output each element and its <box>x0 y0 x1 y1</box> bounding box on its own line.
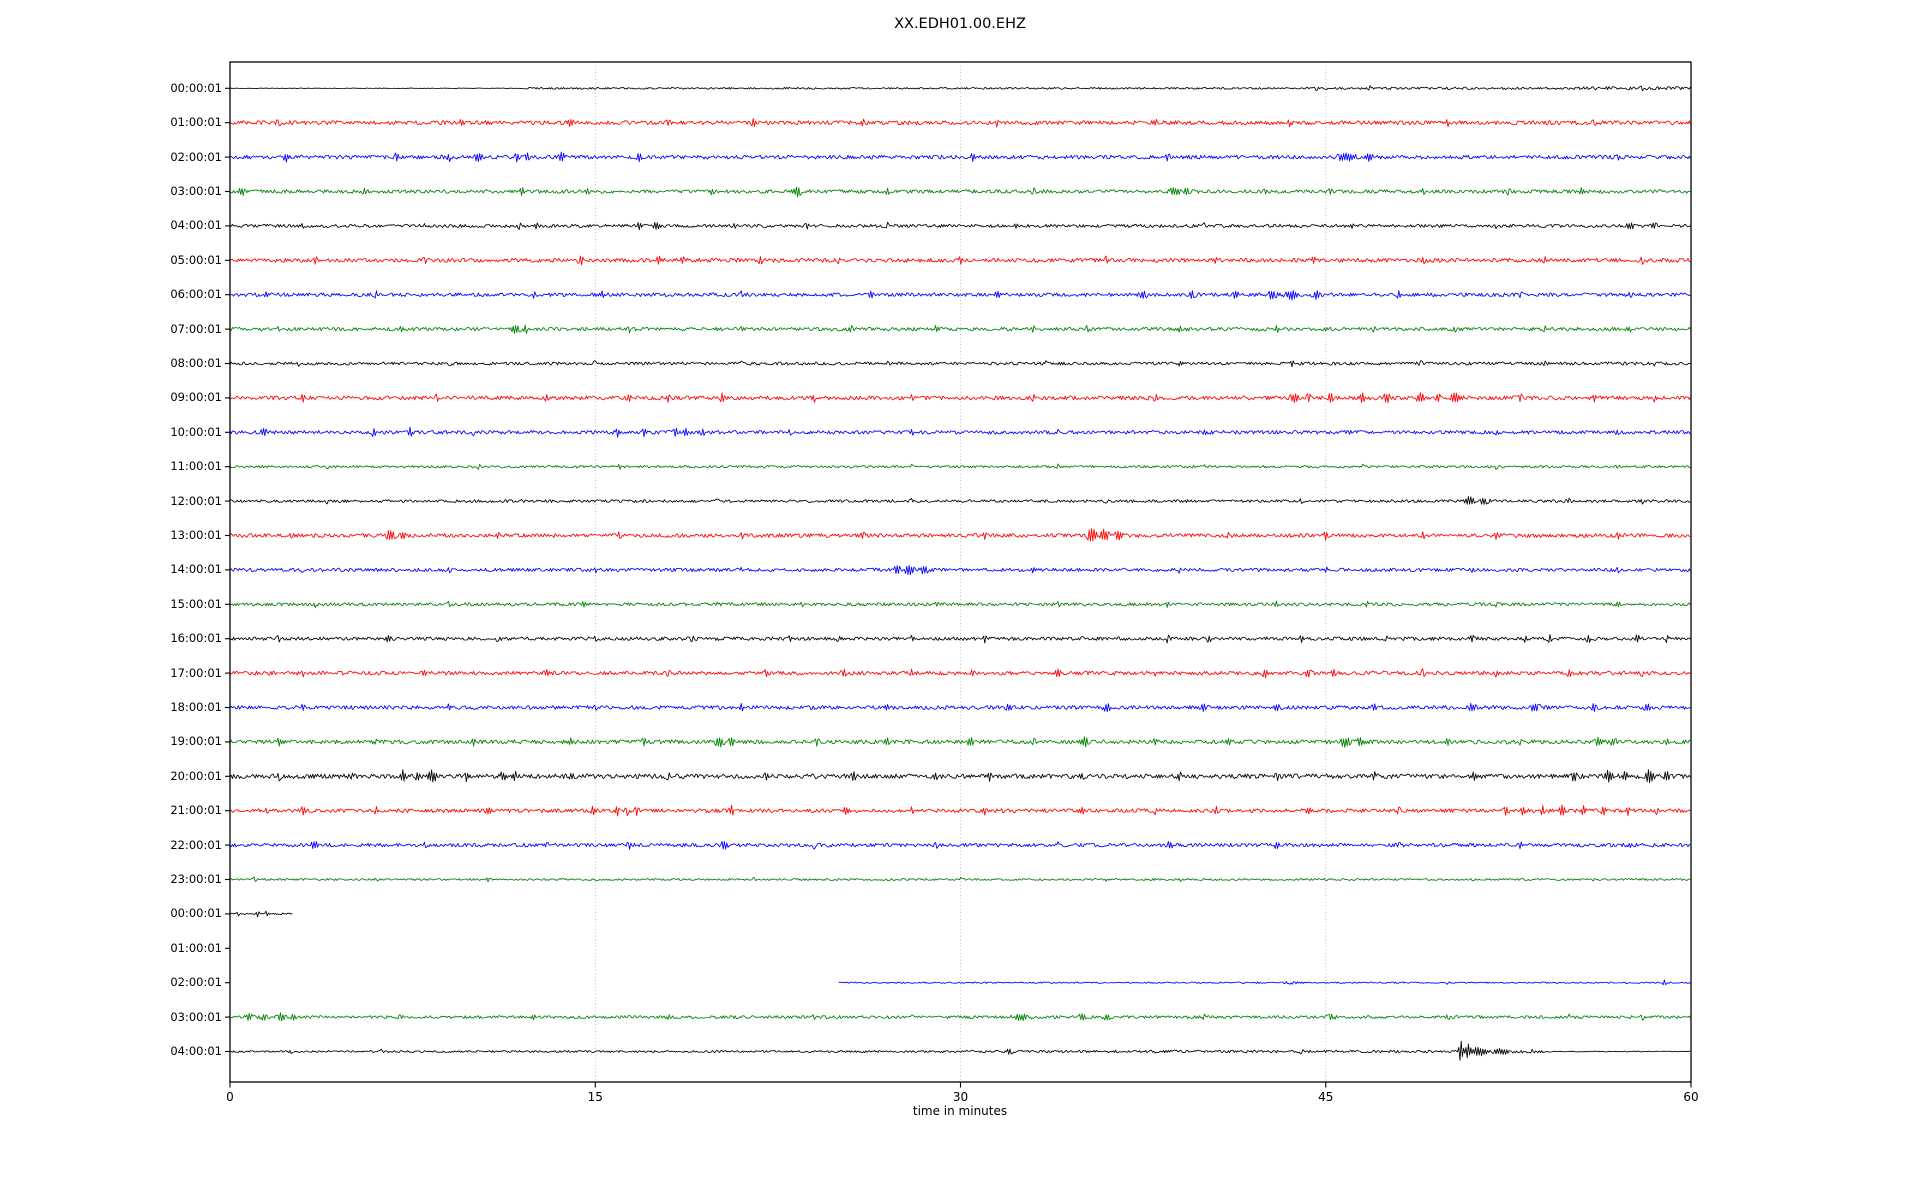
y-tick-label: 18:00:01 <box>170 700 222 714</box>
trace-row-16:00:01 <box>229 634 1691 644</box>
y-tick-label: 12:00:01 <box>170 493 222 508</box>
y-tick-label: 04:00:01 <box>170 218 222 233</box>
x-tick-label: 45 <box>1318 1090 1334 1104</box>
trace-row-17:00:01 <box>229 668 1691 679</box>
y-tick-label: 00:00:01 <box>170 80 222 95</box>
trace-row-04:00:01 <box>229 221 1691 231</box>
trace-row-19:00:01 <box>229 736 1691 748</box>
trace-row-08:00:01 <box>229 360 1691 368</box>
trace-row-04:00:01 <box>229 1040 1691 1061</box>
x-tick-label: 15 <box>587 1090 603 1104</box>
y-tick-label: 02:00:01 <box>170 975 222 990</box>
x-tick-label: 60 <box>1683 1090 1699 1104</box>
y-tick-label: 20:00:01 <box>170 768 222 783</box>
trace-row-01:00:01 <box>229 118 1691 128</box>
trace-row-11:00:01 <box>229 463 1691 470</box>
y-tick-label: 00:00:01 <box>170 906 222 921</box>
trace-row-06:00:01 <box>229 289 1691 301</box>
y-tick-label: 15:00:01 <box>170 596 222 611</box>
trace-row-05:00:01 <box>229 255 1691 266</box>
trace-row-21:00:01 <box>229 804 1691 817</box>
plot-title: XX.EDH01.00.EHZ <box>894 16 1026 32</box>
trace-row-10:00:01 <box>229 426 1691 438</box>
trace-row-14:00:01 <box>229 565 1691 576</box>
trace-row-18:00:01 <box>229 702 1691 713</box>
y-tick-label: 21:00:01 <box>170 803 222 818</box>
trace-row-00:00:01 <box>229 910 293 918</box>
y-tick-label: 14:00:01 <box>170 562 222 577</box>
trace-row-22:00:01 <box>229 840 1691 850</box>
trace-row-20:00:01 <box>229 769 1691 784</box>
y-tick-label: 07:00:01 <box>170 321 222 336</box>
trace-row-02:00:01 <box>838 979 1691 986</box>
y-tick-label: 23:00:01 <box>170 872 222 886</box>
trace-row-09:00:01 <box>229 392 1691 404</box>
x-axis-title: time in minutes <box>912 1104 1008 1118</box>
x-tick-label: 0 <box>226 1090 234 1104</box>
trace-row-12:00:01 <box>229 496 1691 505</box>
y-tick-label: 16:00:01 <box>170 631 222 646</box>
trace-row-00:00:01 <box>229 85 1691 92</box>
y-tick-label: 04:00:01 <box>170 1044 222 1058</box>
y-tick-label: 01:00:01 <box>170 115 222 130</box>
y-tick-label: 06:00:01 <box>170 287 222 302</box>
trace-row-02:00:01 <box>229 151 1691 163</box>
y-tick-label: 09:00:01 <box>170 390 222 405</box>
trace-row-13:00:01 <box>229 528 1691 542</box>
trace-row-15:00:01 <box>229 600 1691 609</box>
trace-row-03:00:01 <box>229 186 1691 198</box>
x-tick-label: 30 <box>952 1090 969 1104</box>
y-tick-label: 03:00:01 <box>170 1009 222 1024</box>
y-tick-label: 10:00:01 <box>170 424 222 439</box>
y-tick-label: 05:00:01 <box>170 252 222 267</box>
y-tick-label: 11:00:01 <box>170 459 222 474</box>
trace-row-23:00:01 <box>229 876 1691 883</box>
y-tick-label: 08:00:01 <box>170 356 222 370</box>
y-tick-label: 13:00:01 <box>170 528 222 542</box>
y-tick-label: 17:00:01 <box>170 665 222 680</box>
trace-row-03:00:01 <box>229 1012 1691 1022</box>
y-tick-label: 19:00:01 <box>170 734 222 749</box>
y-tick-label: 03:00:01 <box>170 184 222 198</box>
y-tick-label: 02:00:01 <box>170 149 222 164</box>
y-tick-label: 01:00:01 <box>170 940 222 955</box>
trace-row-07:00:01 <box>229 324 1691 334</box>
y-tick-label: 22:00:01 <box>170 837 222 852</box>
